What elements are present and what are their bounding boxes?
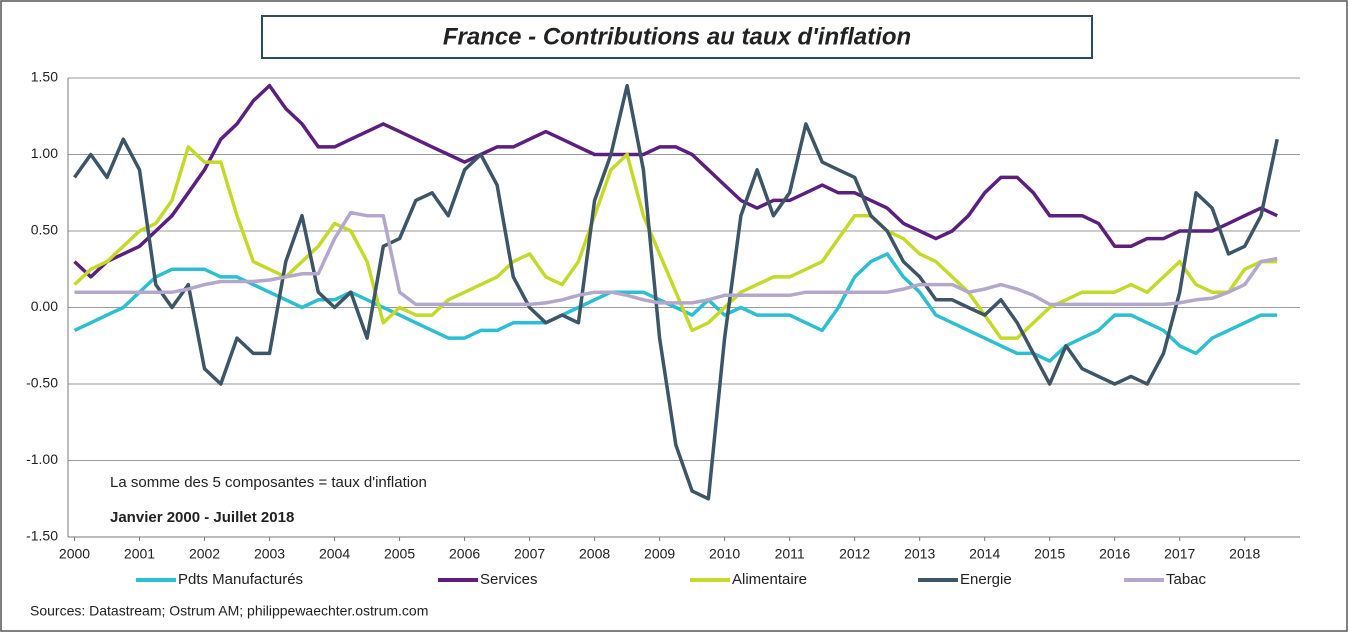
y-tick-label: 0.50 [31, 222, 58, 238]
x-tick-label: 2008 [579, 546, 610, 562]
title-box [261, 15, 1093, 59]
annotation: Janvier 2000 - Juillet 2018 [110, 509, 294, 526]
legend-label: Services [480, 571, 538, 588]
legend-label: Tabac [1166, 571, 1207, 588]
x-tick-label: 2010 [709, 546, 740, 562]
chart-title: France - Contributions au taux d'inflati… [443, 23, 911, 50]
source: Sources: Datastream; Ostrum AM; philippe… [30, 603, 428, 619]
legend-label: Energie [960, 571, 1012, 588]
x-tick-label: 2016 [1099, 546, 1130, 562]
y-tick-label: 1.00 [31, 145, 58, 161]
x-tick-label: 2002 [189, 546, 220, 562]
x-tick-label: 2001 [124, 546, 155, 562]
x-tick-label: 2018 [1229, 546, 1260, 562]
x-tick-label: 2005 [384, 546, 415, 562]
series-line [73, 83, 1278, 279]
x-tick-label: 2003 [254, 546, 285, 562]
y-tick-label: -0.50 [26, 375, 58, 391]
series-line [73, 252, 1278, 363]
legend-label: Pdts Manufacturés [178, 571, 303, 588]
x-tick-label: 2009 [644, 546, 675, 562]
y-tick-label: 0.00 [31, 298, 58, 314]
y-tick-label: 1.50 [31, 69, 58, 85]
legend-label: Alimentaire [732, 571, 807, 588]
x-tick-label: 2012 [839, 546, 870, 562]
series-line [74, 210, 1278, 307]
y-tick-label: -1.00 [26, 451, 58, 467]
x-tick-label: 2011 [775, 546, 805, 562]
x-tick-label: 2017 [1164, 546, 1195, 562]
series-line [73, 145, 1278, 340]
x-tick-label: 2006 [449, 546, 480, 562]
x-tick-label: 2013 [904, 546, 935, 562]
series-line [73, 83, 1279, 501]
x-tick-label: 2000 [59, 546, 90, 562]
x-tick-label: 2014 [969, 546, 1000, 562]
x-tick-label: 2004 [319, 546, 350, 562]
x-tick-label: 2007 [514, 546, 545, 562]
x-tick-label: 2015 [1034, 546, 1065, 562]
y-tick-label: -1.50 [26, 528, 58, 544]
annotation: La somme des 5 composantes = taux d'infl… [110, 474, 427, 491]
